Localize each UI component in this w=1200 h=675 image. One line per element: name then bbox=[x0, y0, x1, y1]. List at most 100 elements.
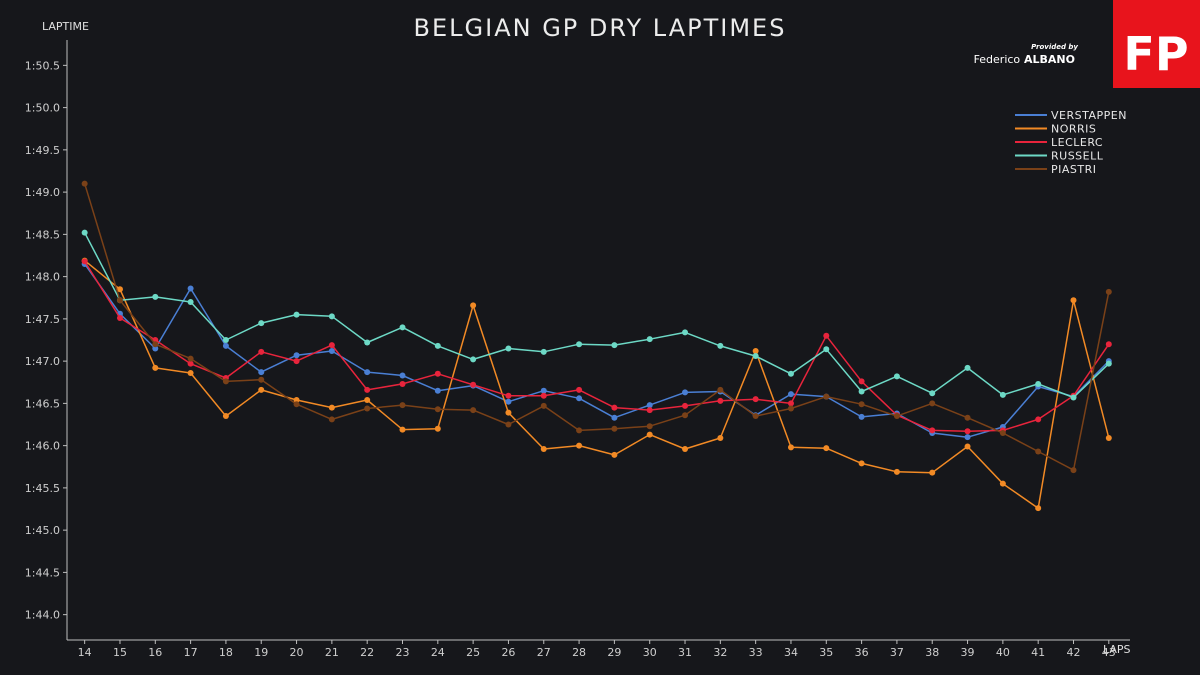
y-tick-label: 1:46.0 bbox=[25, 440, 60, 453]
credit-author: Federico ALBANO bbox=[974, 53, 1075, 66]
legend-item-leclerc: LECLERC bbox=[1015, 136, 1103, 149]
data-point-leclerc bbox=[187, 360, 194, 367]
data-point-leclerc bbox=[752, 396, 759, 403]
data-point-verstappen bbox=[222, 342, 229, 349]
data-point-russell bbox=[999, 391, 1006, 398]
data-point-leclerc bbox=[1105, 341, 1112, 348]
data-point-norris bbox=[116, 286, 123, 293]
data-point-verstappen bbox=[152, 345, 159, 352]
y-tick-label: 1:45.0 bbox=[25, 524, 60, 537]
data-point-russell bbox=[646, 336, 653, 343]
y-tick-label: 1:48.0 bbox=[25, 271, 60, 284]
data-point-leclerc bbox=[328, 342, 335, 349]
credit-first-name: Federico bbox=[974, 53, 1021, 66]
data-point-russell bbox=[399, 324, 406, 331]
x-tick-label: 34 bbox=[784, 646, 798, 659]
data-point-verstappen bbox=[611, 414, 618, 421]
data-point-russell bbox=[81, 229, 88, 236]
x-tick-label: 37 bbox=[890, 646, 904, 659]
data-point-norris bbox=[611, 451, 618, 458]
y-tick-label: 1:50.0 bbox=[25, 102, 60, 115]
credit-provided-by: Provided by bbox=[1031, 43, 1078, 51]
data-point-russell bbox=[1105, 360, 1112, 367]
x-tick-label: 22 bbox=[360, 646, 374, 659]
data-point-verstappen bbox=[399, 372, 406, 379]
data-point-leclerc bbox=[540, 392, 547, 399]
series-layer bbox=[81, 180, 1112, 512]
data-point-verstappen bbox=[576, 395, 583, 402]
y-tick-label: 1:44.0 bbox=[25, 609, 60, 622]
data-point-norris bbox=[893, 468, 900, 475]
x-tick-label: 25 bbox=[466, 646, 480, 659]
data-point-piastri bbox=[858, 401, 865, 408]
y-tick-label: 1:45.5 bbox=[25, 482, 60, 495]
data-point-piastri bbox=[682, 412, 689, 419]
x-tick-label: 26 bbox=[501, 646, 515, 659]
data-point-russell bbox=[611, 342, 618, 349]
series-russell bbox=[81, 229, 1112, 401]
data-point-piastri bbox=[364, 405, 371, 412]
legend-item-russell: RUSSELL bbox=[1015, 150, 1103, 163]
data-point-verstappen bbox=[646, 402, 653, 409]
chart-title: BELGIAN GP DRY LAPTIMES bbox=[414, 14, 787, 42]
data-point-russell bbox=[328, 313, 335, 320]
data-point-verstappen bbox=[187, 285, 194, 292]
x-tick-label: 43 bbox=[1102, 646, 1116, 659]
data-point-leclerc bbox=[717, 397, 724, 404]
data-point-norris bbox=[964, 443, 971, 450]
data-point-russell bbox=[222, 337, 229, 343]
data-point-russell bbox=[823, 346, 830, 353]
series-line-piastri bbox=[83, 183, 1110, 471]
data-point-norris bbox=[152, 364, 159, 371]
x-tick-label: 35 bbox=[819, 646, 833, 659]
data-point-norris bbox=[1105, 435, 1112, 442]
data-point-leclerc bbox=[1035, 416, 1042, 423]
data-point-norris bbox=[222, 413, 229, 420]
data-point-russell bbox=[1070, 394, 1077, 401]
data-point-norris bbox=[540, 446, 547, 453]
data-point-norris bbox=[328, 404, 335, 411]
data-point-leclerc bbox=[293, 358, 300, 365]
series-line-russell bbox=[84, 232, 1110, 399]
credit-last-name: ALBANO bbox=[1024, 53, 1075, 66]
ticks: 1:44.0 1:44.5 1:45.0 1:45.5 1:46.0 1:46.5 1:47… bbox=[25, 59, 1116, 659]
x-tick-label: 42 bbox=[1066, 646, 1080, 659]
x-tick-label: 30 bbox=[643, 646, 657, 659]
y-tick-label: 1:49.0 bbox=[25, 186, 60, 199]
data-point-piastri bbox=[116, 297, 123, 304]
data-point-leclerc bbox=[258, 348, 265, 355]
x-tick-label: 18 bbox=[219, 646, 233, 659]
x-tick-label: 32 bbox=[713, 646, 727, 659]
data-point-piastri bbox=[540, 402, 547, 409]
legend-label: VERSTAPPEN bbox=[1051, 109, 1127, 122]
data-point-russell bbox=[787, 370, 794, 377]
legend-item-piastri: PIASTRI bbox=[1015, 163, 1096, 176]
x-tick-label: 19 bbox=[254, 646, 268, 659]
data-point-verstappen bbox=[328, 347, 335, 354]
data-point-russell bbox=[187, 298, 194, 305]
data-point-russell bbox=[893, 373, 900, 380]
data-point-piastri bbox=[964, 414, 971, 421]
data-point-verstappen bbox=[682, 389, 689, 396]
y-tick-label: 1:47.5 bbox=[25, 313, 60, 326]
data-point-norris bbox=[1070, 297, 1077, 304]
data-point-leclerc bbox=[576, 386, 583, 393]
data-point-russell bbox=[258, 320, 265, 327]
credit: Provided by Federico ALBANO bbox=[974, 43, 1079, 66]
data-point-leclerc bbox=[682, 402, 689, 409]
data-point-russell bbox=[293, 311, 300, 318]
data-point-piastri bbox=[470, 407, 477, 414]
data-point-norris bbox=[434, 425, 441, 432]
data-point-russell bbox=[964, 364, 971, 371]
data-point-piastri bbox=[1105, 288, 1112, 295]
fp-logo: FP bbox=[1113, 0, 1200, 88]
data-point-verstappen bbox=[434, 387, 441, 394]
data-point-norris bbox=[505, 409, 512, 416]
x-axis-title: LAPS bbox=[1103, 643, 1131, 656]
data-point-leclerc bbox=[964, 428, 971, 435]
data-point-leclerc bbox=[434, 370, 441, 377]
data-point-russell bbox=[717, 342, 724, 349]
data-point-russell bbox=[1035, 380, 1042, 387]
data-point-leclerc bbox=[364, 386, 371, 393]
data-point-norris bbox=[293, 397, 300, 403]
